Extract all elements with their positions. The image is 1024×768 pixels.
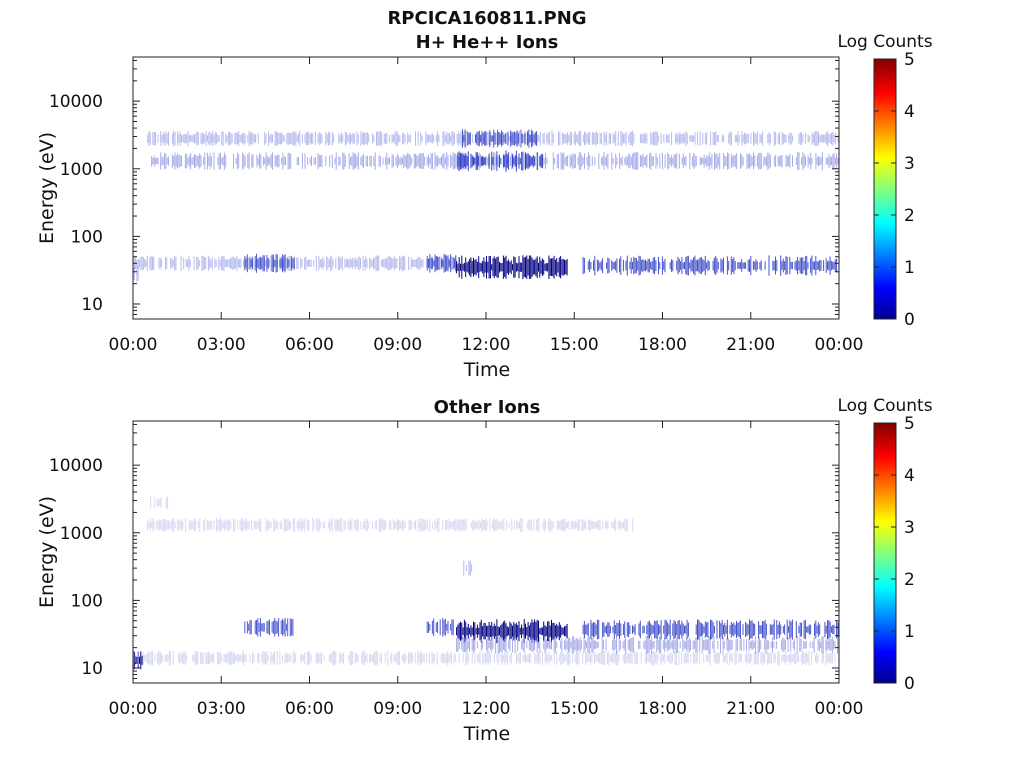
energy-band xyxy=(462,129,538,148)
energy-band xyxy=(457,150,543,172)
y-tick-label: 10000 xyxy=(49,456,103,476)
x-tick-label: 03:00 xyxy=(197,335,246,355)
energy-band xyxy=(456,619,568,644)
energy-band xyxy=(150,495,169,510)
energy-band xyxy=(151,152,839,171)
x-tick-label: 15:00 xyxy=(550,335,599,355)
x-tick-label: 06:00 xyxy=(285,699,334,719)
energy-band xyxy=(132,650,143,670)
x-tick-label: 18:00 xyxy=(638,699,687,719)
energy-band xyxy=(244,617,294,637)
x-axis-label: Time xyxy=(463,359,511,381)
x-tick-label: 18:00 xyxy=(638,335,687,355)
x-tick-label: 03:00 xyxy=(197,699,246,719)
energy-band xyxy=(147,130,839,147)
colorbar-tick-label: 2 xyxy=(904,206,915,226)
spectrogram-area xyxy=(132,495,840,670)
x-tick-label: 00:00 xyxy=(815,699,864,719)
y-axis: 10 100 1000 10000 xyxy=(49,423,839,684)
y-tick-label: 100 xyxy=(71,591,103,611)
colorbar-title: Log Counts xyxy=(837,396,932,416)
energy-band xyxy=(582,255,838,276)
x-tick-label: 09:00 xyxy=(373,699,422,719)
y-tick-label: 10 xyxy=(81,295,103,315)
x-axis-label: Time xyxy=(463,723,511,745)
figure-title-line2: H+ He++ Ions xyxy=(416,32,559,53)
colorbar-tick-label: 3 xyxy=(904,154,915,174)
figure-title-line1: RPCICA160811.PNG xyxy=(387,8,586,29)
colorbar-bottom: Log Counts 0 1 2 3 4 5 xyxy=(837,396,932,694)
y-axis-label: Energy (eV) xyxy=(36,132,58,244)
energy-band xyxy=(426,253,457,273)
colorbar-tick-label: 0 xyxy=(904,674,915,694)
panel-title: Other Ions xyxy=(434,397,541,418)
energy-band xyxy=(147,517,634,533)
colorbar-gradient xyxy=(873,58,897,320)
energy-band xyxy=(582,619,839,640)
x-tick-label: 21:00 xyxy=(726,699,775,719)
x-tick-label: 00:00 xyxy=(815,335,864,355)
x-axis: 00:00 03:00 06:00 09:00 12:00 15:00 18:00 21:00… xyxy=(109,57,864,355)
energy-band xyxy=(135,650,840,666)
colorbar-gradient xyxy=(873,422,897,684)
energy-band xyxy=(426,617,454,637)
x-tick-label: 15:00 xyxy=(550,699,599,719)
panel-other-ions: Other Ions 00:00 03:00 06:00 09:00 12:00 15:0… xyxy=(36,397,864,745)
colorbar-tick-label: 4 xyxy=(904,466,915,486)
y-tick-label: 100 xyxy=(71,227,103,247)
colorbar-tick-label: 1 xyxy=(904,622,915,642)
axes-frame xyxy=(132,56,840,320)
colorbar-ticks: 0 1 2 3 4 5 xyxy=(874,414,915,694)
colorbar-ticks: 0 1 2 3 4 5 xyxy=(874,50,915,330)
x-tick-label: 21:00 xyxy=(726,335,775,355)
energy-band xyxy=(456,635,840,654)
x-tick-label: 12:00 xyxy=(462,335,511,355)
energy-band xyxy=(133,265,139,282)
y-tick-label: 1000 xyxy=(60,160,103,180)
y-tick-label: 1000 xyxy=(60,524,103,544)
colorbar-tick-label: 5 xyxy=(904,50,915,70)
x-tick-label: 09:00 xyxy=(373,335,422,355)
y-tick-label: 10000 xyxy=(49,92,103,112)
colorbar-top: Log Counts 0 1 2 3 4 5 xyxy=(837,32,932,330)
colorbar-tick-label: 4 xyxy=(904,102,915,122)
spectrogram-area xyxy=(132,129,839,282)
x-tick-label: 00:00 xyxy=(109,335,158,355)
colorbar-tick-label: 0 xyxy=(904,310,915,330)
colorbar-tick-label: 3 xyxy=(904,518,915,538)
y-axis: 10 100 1000 10000 xyxy=(49,59,839,320)
colorbar-tick-label: 1 xyxy=(904,258,915,278)
panel-h-he-ions: 00:00 03:00 06:00 09:00 12:00 15:00 18:00 21:00… xyxy=(36,56,864,381)
x-tick-label: 06:00 xyxy=(285,335,334,355)
x-tick-label: 00:00 xyxy=(109,699,158,719)
energy-band xyxy=(456,255,568,280)
colorbar-tick-label: 2 xyxy=(904,570,915,590)
energy-band xyxy=(463,560,473,576)
colorbar-title: Log Counts xyxy=(837,32,932,52)
x-tick-label: 12:00 xyxy=(462,699,511,719)
x-axis: 00:00 03:00 06:00 09:00 12:00 15:00 18:00 21:00… xyxy=(109,421,864,719)
y-tick-label: 10 xyxy=(81,659,103,679)
colorbar-tick-label: 5 xyxy=(904,414,915,434)
energy-band xyxy=(244,253,295,273)
y-axis-label: Energy (eV) xyxy=(36,496,58,608)
